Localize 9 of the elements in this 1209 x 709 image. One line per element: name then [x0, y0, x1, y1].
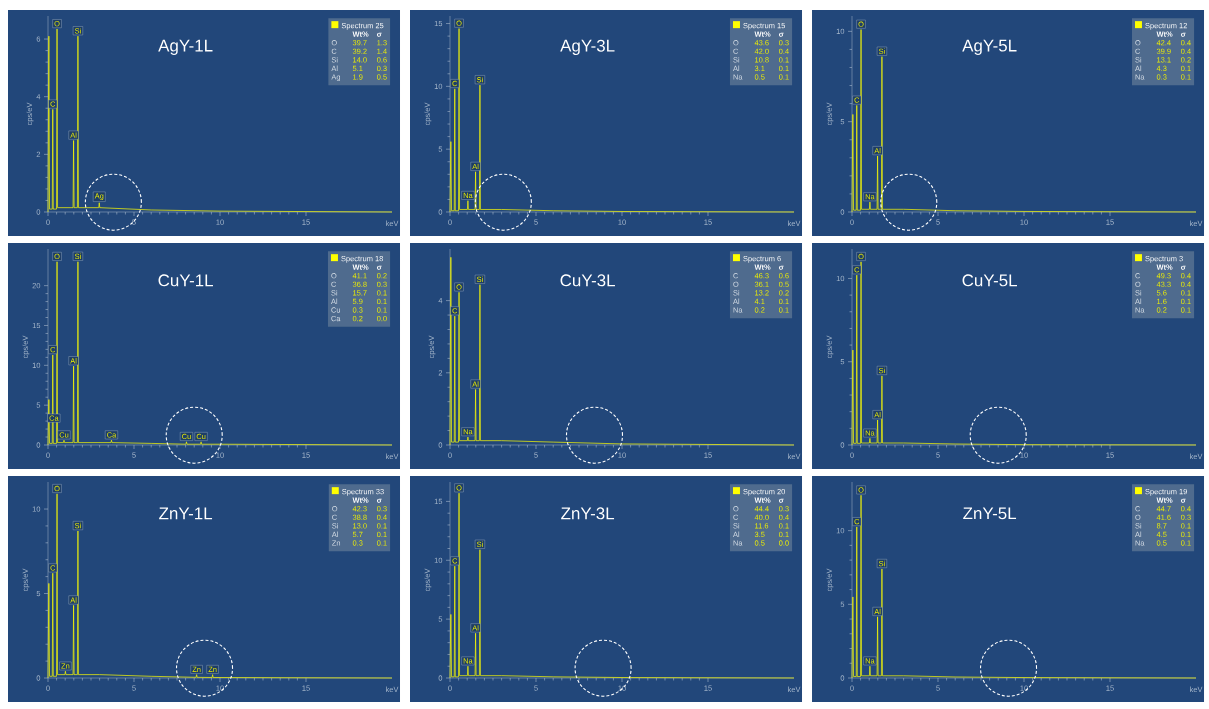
text: ZnY-1L	[159, 507, 213, 520]
text: AgY-5L	[962, 39, 1017, 55]
text: AgY-3L	[560, 39, 615, 56]
text: CuY-1L	[158, 274, 213, 287]
text: ZnY-5L	[963, 507, 1017, 520]
text: CuY-5L	[962, 274, 1017, 287]
text: CuY-3L	[560, 274, 615, 287]
text: ZnY-3L	[561, 507, 615, 520]
text: AgY-1L	[158, 39, 213, 55]
